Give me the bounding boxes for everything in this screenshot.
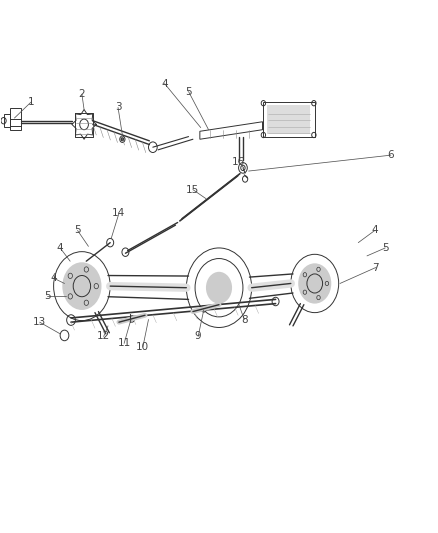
Text: 14: 14	[112, 208, 126, 219]
Text: 13: 13	[33, 317, 46, 327]
Text: 1: 1	[28, 97, 34, 107]
Text: 2: 2	[78, 89, 85, 99]
Text: 4: 4	[371, 225, 378, 236]
Bar	[4, 114, 10, 127]
Text: 15: 15	[186, 184, 200, 195]
Text: 5: 5	[185, 86, 192, 96]
Bar	[262, 102, 315, 136]
Text: 4: 4	[161, 78, 168, 88]
Text: 16: 16	[232, 157, 245, 166]
Text: 9: 9	[195, 332, 201, 342]
Text: 5: 5	[74, 225, 81, 236]
Circle shape	[298, 263, 331, 304]
Bar	[10, 109, 21, 130]
Text: 10: 10	[136, 342, 149, 352]
Text: 3: 3	[115, 102, 121, 112]
Circle shape	[62, 262, 102, 310]
Text: 7: 7	[372, 263, 379, 272]
Text: 11: 11	[117, 338, 131, 349]
Text: 12: 12	[97, 332, 110, 342]
Text: 6: 6	[388, 150, 394, 160]
Text: 4: 4	[57, 243, 64, 253]
Text: 5: 5	[44, 290, 50, 301]
Circle shape	[206, 272, 232, 304]
Text: 8: 8	[241, 314, 247, 325]
Bar	[267, 105, 311, 134]
Text: 4: 4	[50, 273, 57, 283]
Text: 5: 5	[382, 243, 389, 253]
Circle shape	[121, 138, 124, 141]
